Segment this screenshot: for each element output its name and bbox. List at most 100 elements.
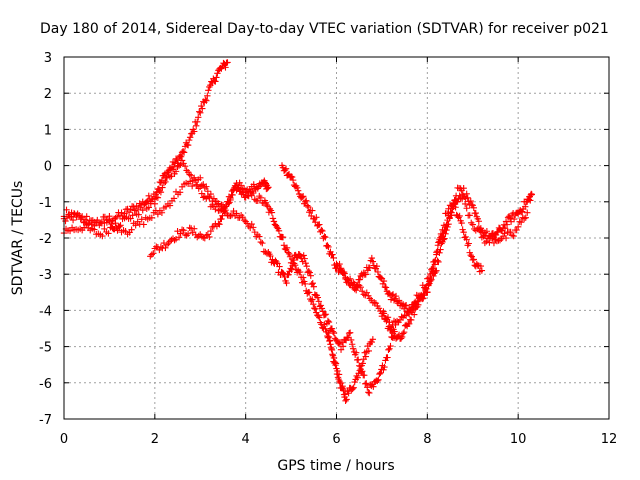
data-point [312, 305, 319, 313]
data-point [288, 255, 296, 263]
data-point [212, 78, 219, 85]
data-point [477, 228, 484, 235]
series-track-7 [378, 199, 486, 342]
data-point [214, 70, 221, 77]
data-point [240, 216, 248, 224]
x-tick-label: 10 [510, 432, 527, 447]
data-point [177, 153, 185, 160]
data-point [346, 329, 354, 336]
data-point [362, 353, 369, 360]
data-point [270, 218, 278, 225]
data-point [309, 207, 316, 214]
data-point [464, 194, 471, 201]
data-point [346, 275, 354, 283]
data-point [318, 305, 326, 312]
data-point [101, 213, 109, 221]
data-point [375, 305, 383, 312]
data-point [154, 194, 162, 201]
data-point [117, 222, 124, 229]
data-point [354, 356, 362, 363]
data-point [162, 244, 169, 252]
data-point [325, 318, 333, 326]
data-point [357, 283, 364, 291]
data-point [439, 233, 446, 240]
data-point [202, 96, 209, 103]
y-tick-label: 2 [44, 87, 52, 102]
data-point [388, 292, 396, 299]
data-point [452, 204, 459, 211]
data-point [172, 155, 180, 162]
data-point [443, 221, 450, 228]
data-point [422, 285, 429, 292]
data-point [451, 199, 458, 207]
data-point [294, 187, 302, 194]
data-point [110, 225, 117, 233]
data-point [337, 265, 345, 272]
data-point [387, 296, 395, 303]
data-point [324, 317, 332, 325]
data-point [321, 311, 329, 319]
data-point [319, 227, 326, 235]
data-point [207, 227, 215, 235]
y-tick-label: 1 [44, 123, 52, 138]
data-point [113, 213, 121, 220]
data-point [335, 371, 343, 378]
data-point [184, 230, 192, 237]
data-point [148, 251, 156, 258]
data-point [257, 194, 265, 202]
data-point [427, 274, 434, 282]
data-point [303, 197, 310, 204]
data-point [466, 212, 473, 219]
data-point [462, 233, 469, 241]
data-point [127, 206, 134, 213]
data-point [128, 226, 135, 233]
data-point [441, 226, 448, 234]
data-point [313, 214, 320, 221]
data-point [181, 162, 189, 170]
data-point [321, 233, 328, 240]
data-point [158, 209, 166, 216]
y-tick-label: -6 [39, 377, 52, 392]
data-point [306, 269, 313, 276]
data-point [285, 250, 293, 258]
data-point [175, 162, 183, 169]
data-point [251, 196, 258, 203]
data-point [380, 366, 387, 373]
data-point [178, 226, 186, 233]
data-point [348, 341, 356, 348]
data-point [156, 187, 163, 195]
data-point [180, 160, 187, 167]
data-point [99, 232, 106, 240]
data-point [310, 283, 317, 290]
y-tick-label: 0 [44, 160, 52, 175]
data-point [159, 184, 166, 191]
data-point [279, 233, 287, 241]
data-point [283, 279, 290, 287]
data-point [207, 190, 215, 198]
data-point [186, 171, 193, 178]
data-point [275, 227, 283, 235]
data-point [175, 234, 183, 241]
data-point [145, 204, 152, 211]
data-point [469, 221, 476, 228]
data-point [348, 279, 355, 287]
y-tick-label: 3 [44, 51, 52, 66]
data-point [317, 302, 325, 309]
data-point [140, 221, 147, 228]
data-point [210, 195, 218, 202]
data-point [303, 262, 310, 270]
data-point [284, 249, 292, 256]
data-point [195, 232, 202, 240]
data-point [510, 215, 518, 223]
data-point [369, 336, 377, 343]
data-point [197, 109, 204, 117]
data-point [116, 223, 123, 230]
data-point [352, 286, 360, 294]
data-point [475, 218, 483, 225]
data-point [374, 377, 381, 385]
data-point [108, 220, 115, 228]
data-point [383, 316, 391, 323]
y-tick-label: -7 [39, 413, 52, 428]
data-point [362, 271, 369, 278]
y-axis-label: SDTVAR / TECUs [10, 181, 26, 296]
